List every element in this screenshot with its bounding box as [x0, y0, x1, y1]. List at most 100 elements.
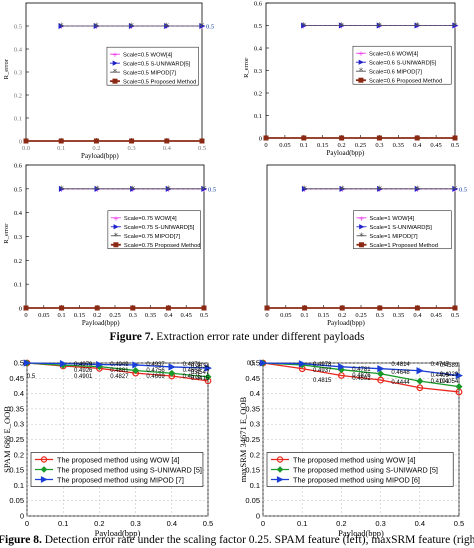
x-tick-label: 0.1: [301, 312, 309, 319]
figure-8-label: Figure 8.: [0, 534, 42, 546]
legend-marker: +: [358, 50, 364, 58]
x-tick-label: 0.2: [93, 312, 101, 319]
data-label: 0.4827: [110, 374, 129, 380]
y-tick-label: 0.1: [250, 481, 260, 490]
legend-marker: [40, 476, 48, 483]
data-point: *: [166, 185, 171, 195]
data-label: 0.4415: [191, 376, 210, 382]
data-point: *: [165, 22, 170, 32]
fig7-panel-p4: 0 0.05 0.1 0.15 0.2 0.25 0.3 0.35 0.4 0.45 0.5 Payl…: [264, 164, 467, 327]
x-tick-label: 0: [261, 519, 265, 528]
data-label: 0.4747: [431, 362, 450, 368]
x-tick-label: 0.2: [338, 142, 346, 149]
data-point: *: [131, 185, 136, 195]
data-point: *: [415, 185, 420, 195]
data-point: [416, 377, 424, 385]
data-point: *: [302, 185, 307, 195]
data-label: 0.4979: [74, 362, 93, 368]
x-tick-label: 0.5: [451, 142, 459, 149]
legend-box: [30, 452, 204, 487]
data-point: [455, 383, 463, 391]
y-tick-label: 0.1: [254, 113, 262, 120]
data-label: 0.4926: [74, 368, 93, 374]
y-tick-label: 0: [259, 136, 262, 143]
fig8-chart-spam: 0 0.1 0.2 0.3 0.4 0.5 0 0.05 0.1 0.15 0.2 0.25 0.3 0.…: [2, 359, 213, 539]
y-tick-label: 0.6: [14, 163, 23, 170]
data-point: [264, 305, 270, 311]
x-tick-label: 0.05: [38, 312, 49, 319]
data-point: [94, 305, 100, 311]
y-tick-label: 0.2: [14, 258, 22, 265]
fig8-chart-maxsrm: 0 0.1 0.2 0.3 0.4 0.5 0 0.05 0.1 0.15 0.2 0.25 0.3 0.…: [238, 359, 464, 539]
legend-marker: +: [112, 51, 118, 59]
x-tick-label: 0.1: [300, 142, 308, 149]
data-point: *: [415, 22, 420, 32]
legend-label: The proposed method using WOW [4]: [293, 455, 415, 464]
x-tick-label: 0.4: [415, 519, 425, 528]
data-point: [414, 305, 420, 311]
data-label: 0.4781: [352, 367, 371, 373]
x-tick-label: 0.45: [431, 312, 442, 319]
data-point: *: [377, 22, 382, 32]
series-line-2: [26, 362, 209, 378]
legend-box: [107, 210, 201, 250]
legend-label: Scale=1 MIPOD[7]: [369, 234, 418, 240]
data-label: 0.4881: [110, 368, 129, 374]
x-tick-label: 0.5: [454, 519, 464, 528]
data-point: [204, 373, 212, 381]
data-point: [96, 360, 104, 369]
data-point: [416, 367, 424, 375]
legend-label: Scale=0.75 WOW[4]: [124, 216, 177, 222]
data-point: [199, 138, 205, 144]
y-tick-label: 0.05: [9, 496, 24, 505]
data-label: 0.4756: [146, 368, 165, 374]
x-tick-label: 0.15: [318, 312, 329, 319]
data-label: 0.4054: [440, 379, 459, 385]
y-axis-label: maxSRM 34671 E_OOB: [238, 396, 248, 482]
x-axis-label: Payload(bpp): [81, 152, 119, 160]
data-point: [23, 305, 29, 311]
data-point: [23, 138, 29, 144]
y-tick-label: 0.5: [14, 186, 22, 193]
x-tick-label: 0.45: [430, 142, 441, 149]
x-axis-label: Payload(bpp): [95, 528, 141, 538]
legend-label: Scale=0.6 Proposed Method: [369, 78, 442, 84]
legend-label: Scale=0.5 WOW[4]: [123, 52, 173, 58]
legend-marker: [112, 78, 118, 84]
y-axis-label: R_error: [3, 223, 10, 244]
legend-label: Scale=1 Proposed Method: [369, 243, 437, 249]
data-point: [416, 384, 424, 392]
value-annotation: 0.5: [208, 186, 216, 193]
x-tick-label: 0.4: [163, 145, 172, 152]
x-tick-label: 0.35: [393, 142, 404, 149]
figure-8-caption-text: Detection error rate under the scaling f…: [41, 534, 474, 546]
legend-marker: *: [113, 68, 118, 78]
legend-label: Scale=0.5 S-UNIWARD[5]: [123, 61, 191, 67]
y-tick-label: 0.3: [14, 70, 22, 77]
data-point: [164, 138, 170, 144]
x-tick-label: 0.2: [92, 145, 100, 152]
data-label: 0.4444: [391, 380, 410, 386]
data-point: [93, 138, 99, 144]
data-point: [201, 305, 207, 311]
legend-box: [352, 45, 452, 85]
data-point: *: [339, 22, 344, 32]
x-tick-label: 0.4: [167, 519, 177, 528]
data-point: [338, 363, 346, 371]
legend-marker: [113, 242, 119, 248]
x-tick-label: 0.5: [200, 312, 208, 319]
x-tick-label: 0.3: [376, 312, 384, 319]
data-point: *: [129, 22, 134, 32]
legend-marker: [276, 476, 284, 483]
legend: + Scale=0.6 WOW[4] Scale=0.6 S-UNIWARD[5] *…: [352, 45, 452, 85]
figure-8-caption: Figure 8. Detection error rate under the…: [0, 534, 474, 546]
x-tick-label: 0.05: [279, 142, 290, 149]
data-point: [259, 359, 267, 367]
y-tick-label: 0.5: [14, 359, 24, 368]
legend-label: The proposed method using WOW [4]: [57, 455, 179, 464]
y-tick-label: 0.15: [9, 466, 24, 475]
data-point: *: [59, 22, 64, 32]
x-tick-label: 0.25: [355, 312, 366, 319]
data-label: 0.4937: [146, 362, 165, 368]
x-axis-label: Payload(bpp): [82, 319, 120, 327]
